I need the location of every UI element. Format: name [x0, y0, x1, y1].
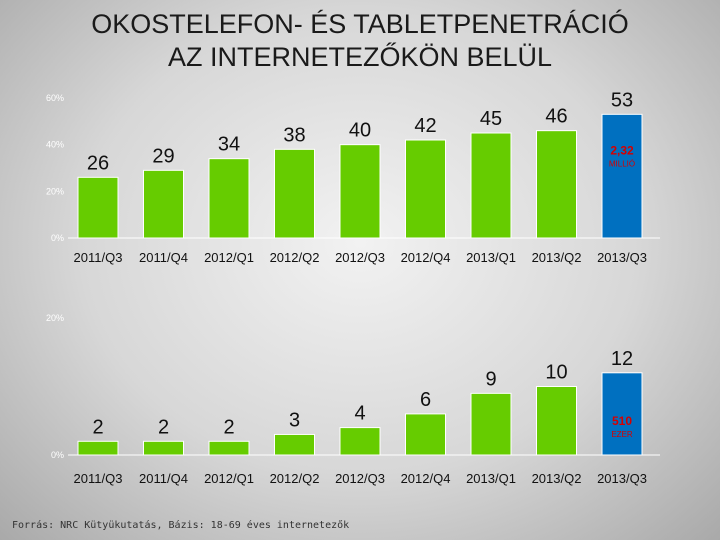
data-label: 46: [545, 106, 567, 128]
y-tick-label: 40%: [46, 140, 64, 150]
bar: [208, 158, 250, 239]
bar: [601, 113, 643, 239]
data-label: 45: [480, 108, 502, 130]
bar: [536, 386, 577, 456]
annotation-value: 2,32: [610, 143, 634, 157]
category-label: 2013/Q2: [532, 250, 582, 265]
category-label: 2012/Q1: [204, 250, 254, 265]
category-label: 2011/Q4: [139, 471, 188, 486]
data-label: 34: [218, 134, 240, 156]
title-line-1: OKOSTELEFON- ÉS TABLETPENETRÁCIÓ: [91, 9, 629, 39]
data-label: 2: [223, 416, 234, 438]
category-label: 2011/Q3: [74, 471, 123, 486]
category-label: 2012/Q2: [270, 471, 320, 486]
y-tick-label: 60%: [46, 93, 64, 103]
data-label: 10: [545, 362, 567, 384]
bar: [470, 392, 512, 456]
bar: [143, 169, 184, 239]
category-label: 2012/Q4: [401, 250, 451, 265]
source-note: Forrás: NRC Kütyükutatás, Bázis: 18-69 é…: [12, 520, 350, 531]
bar: [208, 440, 250, 456]
data-label: 38: [283, 124, 305, 146]
y-tick-label: 0%: [51, 450, 64, 460]
category-label: 2013/Q1: [466, 471, 516, 486]
bar: [536, 130, 577, 239]
category-label: 2012/Q1: [204, 471, 254, 486]
data-label: 29: [152, 145, 174, 167]
category-label: 2012/Q2: [270, 250, 320, 265]
category-label: 2013/Q3: [597, 471, 647, 486]
bar: [405, 413, 446, 456]
annotation-unit: MILLIÓ: [609, 159, 635, 168]
category-label: 2013/Q3: [597, 250, 647, 265]
category-label: 2012/Q4: [401, 471, 451, 486]
category-label: 2013/Q2: [532, 471, 582, 486]
data-label: 12: [611, 348, 633, 370]
y-tick-label: 0%: [51, 233, 64, 243]
page-title: OKOSTELEFON- ÉS TABLETPENETRÁCIÓ AZ INTE…: [0, 8, 720, 74]
bar: [143, 440, 184, 456]
category-label: 2012/Q3: [335, 471, 385, 486]
category-label: 2011/Q4: [139, 250, 188, 265]
category-label: 2012/Q3: [335, 250, 385, 265]
y-tick-label: 20%: [46, 186, 64, 196]
category-label: 2011/Q3: [74, 250, 123, 265]
data-label: 26: [87, 152, 109, 174]
data-label: 9: [485, 368, 496, 390]
bar: [470, 132, 512, 239]
title-line-2: AZ INTERNETEZŐKÖN BELÜL: [167, 42, 553, 72]
bar: [339, 427, 381, 456]
category-label: 2013/Q1: [466, 250, 516, 265]
data-label: 40: [349, 120, 371, 142]
y-tick-label: 20%: [46, 313, 64, 323]
bar: [339, 144, 381, 239]
annotation-value: 510: [612, 414, 632, 428]
data-label: 2: [158, 416, 169, 438]
bar: [274, 148, 315, 239]
bar: [77, 176, 119, 239]
bar: [601, 372, 643, 456]
bar: [405, 139, 446, 239]
data-label: 4: [354, 403, 365, 425]
data-label: 3: [289, 409, 300, 431]
data-label: 2: [92, 416, 103, 438]
data-label: 42: [414, 115, 436, 137]
data-label: 53: [611, 89, 633, 111]
data-label: 6: [420, 389, 431, 411]
bar: [274, 433, 315, 456]
smartphone-penetration-chart: 0% 20% 40% 60% 26 2011/Q3 29 2011/Q4 34 2012/Q1 38…: [46, 89, 647, 265]
bar: [77, 440, 119, 456]
tablet-penetration-chart: 0% 20% 2 2011/Q3 2 2011/Q4 2 2012/Q1 3 2012/Q2 4 20…: [46, 313, 647, 486]
annotation-unit: EZER: [611, 430, 633, 439]
